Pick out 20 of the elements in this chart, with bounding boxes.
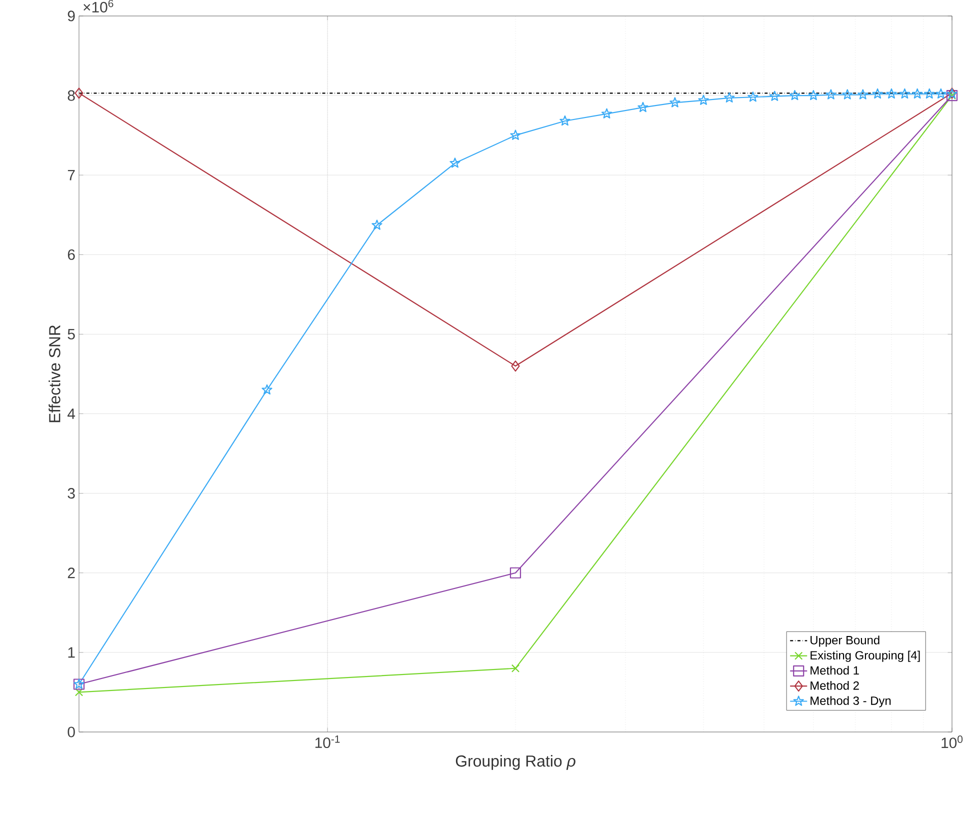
text: ×10$^{6}$ <box>84 0 114 12</box>
legend-label: Method 1 <box>810 666 859 675</box>
y-tick-label: 6 <box>68 249 75 260</box>
y-axis-title: Effective SNR <box>48 325 60 422</box>
y-tick-label: 8 <box>68 90 75 101</box>
y-tick-label: 3 <box>68 488 75 499</box>
x-tick-label: 10$^{0}$ <box>942 736 963 748</box>
y-tick-label: 1 <box>68 647 75 658</box>
legend-label: Existing Grouping [4] <box>810 650 920 662</box>
y-tick-label: 9 <box>68 10 75 22</box>
y-tick-label: 4 <box>68 408 76 419</box>
y-tick-label: 5 <box>68 328 75 340</box>
y-tick-label: 2 <box>68 568 75 578</box>
legend-label: Upper Bound <box>810 636 880 647</box>
y-tick-label: 0 <box>68 726 75 738</box>
y-tick-label: 7 <box>68 170 75 180</box>
x-axis-title: Grouping Ratio ρ <box>456 755 576 770</box>
legend-label: Method 3 - Dyn <box>810 696 891 708</box>
x-tick-label: 10$^{-1}$ <box>315 736 340 748</box>
legend-label: Method 2 <box>810 681 859 690</box>
